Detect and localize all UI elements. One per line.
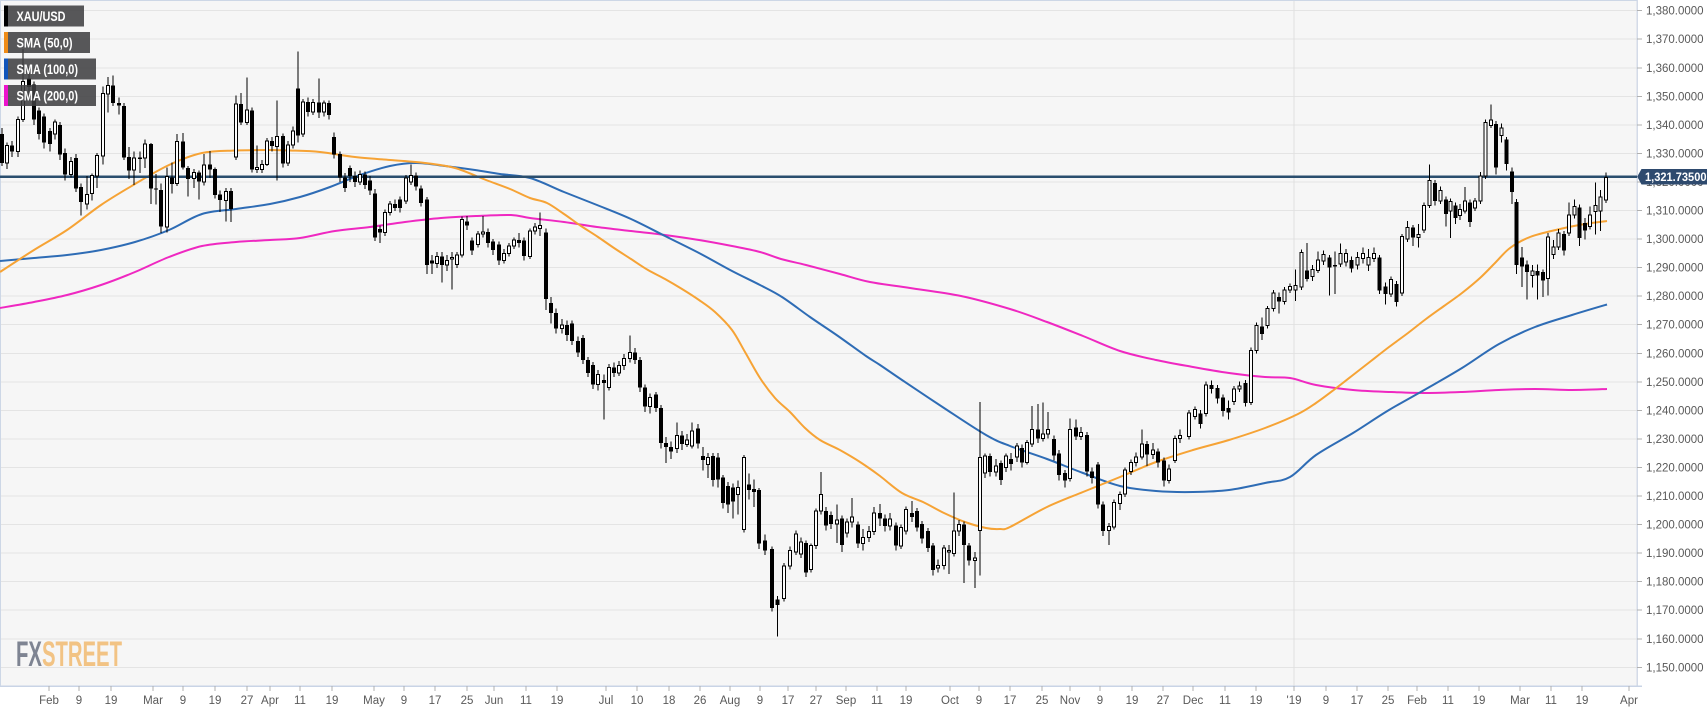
svg-text:1,240.0000: 1,240.0000 <box>1646 405 1704 417</box>
svg-text:9: 9 <box>1323 695 1329 707</box>
svg-text:9: 9 <box>401 695 407 707</box>
svg-text:1,230.0000: 1,230.0000 <box>1646 434 1704 446</box>
svg-text:SMA (100,0): SMA (100,0) <box>17 62 79 77</box>
svg-text:Jun: Jun <box>485 695 504 707</box>
svg-text:'19: '19 <box>1287 695 1302 707</box>
svg-text:1,220.0000: 1,220.0000 <box>1646 463 1704 475</box>
svg-text:11: 11 <box>1442 695 1454 707</box>
svg-text:Aug: Aug <box>720 695 740 707</box>
svg-text:17: 17 <box>1004 695 1017 707</box>
svg-text:1,250.0000: 1,250.0000 <box>1646 377 1704 389</box>
svg-text:FXSTREET: FXSTREET <box>16 635 122 674</box>
svg-text:1,300.0000: 1,300.0000 <box>1646 234 1704 246</box>
svg-text:19: 19 <box>1250 695 1263 707</box>
svg-text:1,360.0000: 1,360.0000 <box>1646 63 1704 75</box>
svg-text:XAU/USD: XAU/USD <box>17 9 66 24</box>
svg-text:19: 19 <box>209 695 222 707</box>
svg-text:Mar: Mar <box>143 695 163 707</box>
svg-text:19: 19 <box>105 695 118 707</box>
svg-text:Feb: Feb <box>1407 695 1427 707</box>
svg-text:17: 17 <box>429 695 442 707</box>
svg-text:Apr: Apr <box>261 695 279 707</box>
svg-text:SMA (200,0): SMA (200,0) <box>17 89 79 104</box>
svg-text:11: 11 <box>294 695 306 707</box>
svg-text:26: 26 <box>694 695 707 707</box>
svg-text:Nov: Nov <box>1060 695 1081 707</box>
svg-text:1,170.0000: 1,170.0000 <box>1646 605 1704 617</box>
svg-text:1,321.73500: 1,321.73500 <box>1645 170 1707 184</box>
svg-text:1,210.0000: 1,210.0000 <box>1646 491 1704 503</box>
svg-text:1,150.0000: 1,150.0000 <box>1646 662 1704 674</box>
svg-text:11: 11 <box>871 695 883 707</box>
svg-text:9: 9 <box>1097 695 1103 707</box>
svg-text:1,380.0000: 1,380.0000 <box>1646 6 1704 18</box>
svg-text:1,370.0000: 1,370.0000 <box>1646 34 1704 46</box>
svg-text:1,280.0000: 1,280.0000 <box>1646 291 1704 303</box>
svg-text:19: 19 <box>551 695 564 707</box>
svg-text:1,180.0000: 1,180.0000 <box>1646 577 1704 589</box>
svg-text:11: 11 <box>520 695 532 707</box>
svg-text:1,330.0000: 1,330.0000 <box>1646 148 1704 160</box>
svg-text:1,160.0000: 1,160.0000 <box>1646 634 1704 646</box>
svg-text:Feb: Feb <box>39 695 59 707</box>
svg-text:May: May <box>363 695 385 707</box>
svg-text:10: 10 <box>631 695 644 707</box>
svg-text:1,290.0000: 1,290.0000 <box>1646 263 1704 275</box>
svg-text:9: 9 <box>757 695 763 707</box>
svg-text:9: 9 <box>76 695 82 707</box>
svg-text:19: 19 <box>1473 695 1486 707</box>
svg-text:25: 25 <box>1036 695 1049 707</box>
svg-text:SMA (50,0): SMA (50,0) <box>17 36 73 51</box>
svg-text:19: 19 <box>326 695 339 707</box>
svg-text:Oct: Oct <box>941 695 960 707</box>
svg-text:1,200.0000: 1,200.0000 <box>1646 520 1704 532</box>
svg-text:25: 25 <box>1382 695 1395 707</box>
svg-text:19: 19 <box>1576 695 1589 707</box>
svg-text:Sep: Sep <box>836 695 856 707</box>
svg-text:9: 9 <box>976 695 982 707</box>
svg-text:11: 11 <box>1545 695 1557 707</box>
svg-text:Apr: Apr <box>1620 695 1638 707</box>
svg-text:19: 19 <box>900 695 913 707</box>
svg-text:1,310.0000: 1,310.0000 <box>1646 206 1704 218</box>
svg-text:19: 19 <box>1126 695 1139 707</box>
svg-text:9: 9 <box>180 695 186 707</box>
svg-text:18: 18 <box>663 695 676 707</box>
svg-text:Mar: Mar <box>1510 695 1530 707</box>
svg-text:17: 17 <box>782 695 795 707</box>
svg-text:Jul: Jul <box>599 695 614 707</box>
svg-text:27: 27 <box>241 695 254 707</box>
svg-text:27: 27 <box>810 695 823 707</box>
svg-text:1,270.0000: 1,270.0000 <box>1646 320 1704 332</box>
svg-text:1,340.0000: 1,340.0000 <box>1646 120 1704 132</box>
svg-text:1,190.0000: 1,190.0000 <box>1646 548 1704 560</box>
svg-text:11: 11 <box>1219 695 1231 707</box>
svg-text:Dec: Dec <box>1183 695 1204 707</box>
svg-text:1,350.0000: 1,350.0000 <box>1646 91 1704 103</box>
svg-text:1,260.0000: 1,260.0000 <box>1646 348 1704 360</box>
svg-text:25: 25 <box>461 695 474 707</box>
svg-text:17: 17 <box>1351 695 1364 707</box>
svg-text:27: 27 <box>1157 695 1170 707</box>
